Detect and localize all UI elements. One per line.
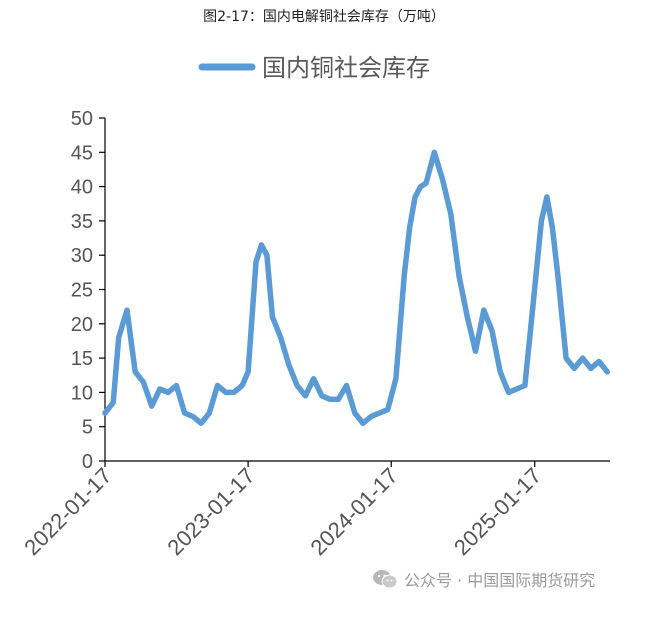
y-tick-label: 5 [82, 417, 93, 439]
y-tick-label: 35 [71, 211, 93, 233]
legend: 国内铜社会库存 [198, 54, 430, 82]
x-tick-label: 2024-01-17 [305, 463, 402, 560]
x-tick-label: 2023-01-17 [162, 463, 259, 560]
y-tick-label: 25 [71, 280, 93, 302]
x-ticks: 2022-01-17 2023-01-17 2024-01-17 2025-01-17 [19, 461, 546, 560]
x-tick-label: 2022-01-17 [19, 463, 116, 560]
wechat-icon [373, 570, 398, 589]
y-axis: 0 5 10 15 20 25 30 35 40 45 50 [71, 108, 106, 473]
y-tick-label: 40 [71, 177, 93, 199]
series-line [102, 149, 611, 427]
y-tick-label: 50 [71, 108, 93, 130]
y-ticks: 0 5 10 15 20 25 30 35 40 45 50 [71, 108, 105, 473]
y-tick-label: 10 [71, 382, 93, 404]
watermark: 公众号 · 中国国际期货研究 [372, 566, 595, 592]
x-tick-label: 2025-01-17 [449, 463, 546, 560]
y-tick-label: 0 [82, 451, 93, 473]
y-tick-label: 30 [71, 245, 93, 267]
y-tick-label: 15 [71, 348, 93, 370]
figure-title: 图2-17：国内电解铜社会库存（万吨） [203, 9, 445, 25]
watermark-text: 公众号 · 中国国际期货研究 [404, 571, 596, 590]
x-axis: 2022-01-17 2023-01-17 2024-01-17 2025-01-17 [19, 460, 610, 560]
y-tick-label: 20 [71, 314, 93, 336]
legend-label: 国内铜社会库存 [262, 54, 430, 82]
y-tick-label: 45 [71, 142, 93, 164]
